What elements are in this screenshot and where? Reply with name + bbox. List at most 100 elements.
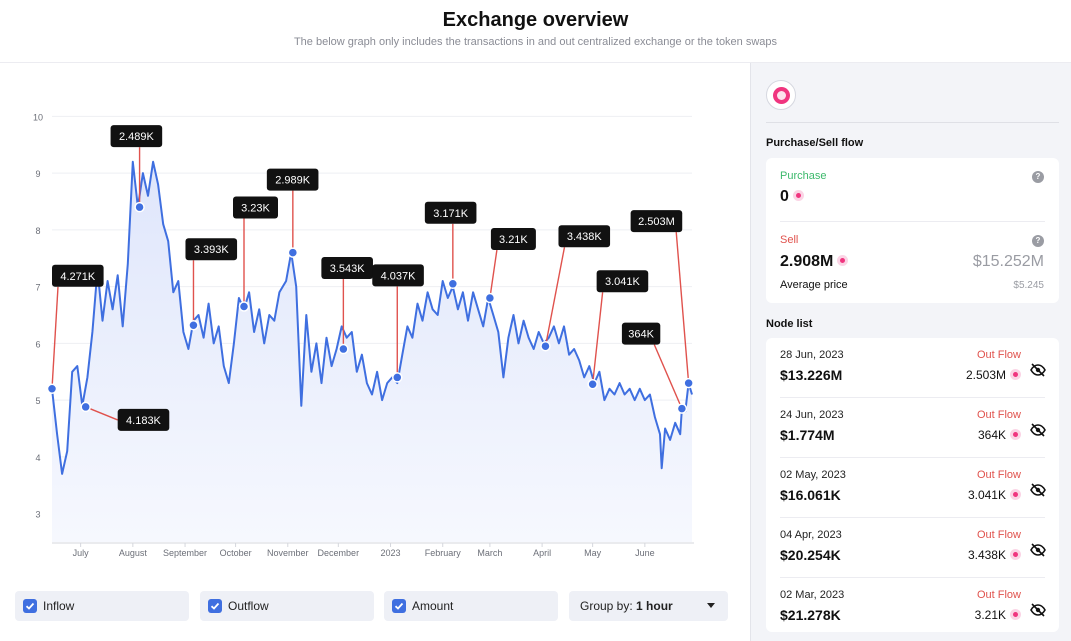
node-date: 02 May, 2023	[780, 469, 846, 481]
annotation-label: 3.393K	[194, 244, 230, 256]
annotation-box	[266, 168, 319, 191]
annotation-label: 3.438K	[567, 231, 603, 243]
group-by-label: Group by: 1 hour	[580, 599, 673, 613]
token-icon	[1010, 489, 1021, 501]
y-tick-label: 5	[35, 396, 40, 406]
amount-checkbox[interactable]	[392, 599, 406, 613]
sell-value: 2.908M	[780, 253, 849, 271]
annotation-leader	[653, 344, 683, 409]
annotation-box	[185, 238, 238, 261]
flow-title: Purchase/Sell flow	[766, 137, 864, 149]
sell-usd: $15.252M	[972, 253, 1044, 270]
annotation-box	[52, 264, 104, 287]
annotation-point	[392, 372, 403, 383]
price-chart[interactable]: 3 4 5 6 7 8 9 10 July August September October Novem…	[0, 63, 750, 583]
annotation-point	[676, 403, 688, 414]
group-by-select[interactable]: Group by: 1 hour	[569, 591, 728, 621]
check-icon	[394, 602, 404, 610]
annotation-point	[134, 201, 145, 213]
chevron-down-icon[interactable]	[707, 603, 715, 608]
y-tick-label: 4	[35, 453, 40, 463]
x-tick-label: July	[73, 548, 90, 558]
x-tick-label: 2023	[381, 548, 401, 558]
x-tick-label: June	[635, 548, 655, 558]
purchase-value: 0	[780, 188, 804, 206]
annotation-point	[46, 383, 58, 395]
node-item[interactable]: 02 May, 2023 Out Flow $16.061K 3.041K	[766, 458, 1059, 518]
node-item[interactable]: 04 Apr, 2023 Out Flow $20.254K 3.438K	[766, 518, 1059, 578]
divider	[780, 221, 1045, 222]
chart-area: 3 4 5 6 7 8 9 10 July August September October Novem…	[0, 63, 750, 641]
price-line	[51, 160, 693, 475]
annotation-label: 2.989K	[275, 175, 311, 187]
y-tick-label: 9	[35, 169, 40, 179]
node-usd: $20.254K	[780, 547, 841, 563]
annotation-box	[558, 225, 611, 248]
help-icon[interactable]: ?	[1032, 235, 1044, 247]
sidebar: Purchase/Sell flow Purchase ? 0 Sell ? 2…	[750, 63, 1071, 641]
inflow-toggle[interactable]: Inflow	[15, 591, 189, 621]
annotation-leader	[591, 292, 604, 385]
average-price-value: $5.245	[1013, 280, 1044, 291]
annotation-box	[321, 257, 373, 280]
node-list[interactable]: 28 Jun, 2023 Out Flow $13.226M 2.503M 24…	[766, 338, 1059, 632]
purchase-label: Purchase	[780, 170, 827, 182]
page-subtitle: The below graph only includes the transa…	[293, 36, 778, 48]
help-icon[interactable]: ?	[1032, 171, 1044, 183]
annotation-label: 4.037K	[381, 270, 417, 282]
flow-card: Purchase ? 0 Sell ? 2.908M $15.252M Aver…	[766, 158, 1059, 303]
annotation-leader	[85, 406, 118, 421]
outflow-checkbox[interactable]	[208, 599, 222, 613]
annotation-label: 3.23K	[241, 202, 270, 214]
divider	[780, 397, 1045, 398]
divider	[780, 457, 1045, 458]
annotation-label: 3.21K	[499, 234, 528, 246]
annotation-box	[621, 322, 661, 345]
node-amount: 2.503M	[966, 368, 1021, 382]
y-tick-label: 8	[35, 226, 40, 236]
chart-controls: Inflow Outflow Amount Group by: 1 hour	[0, 591, 750, 631]
node-usd: $1.774M	[780, 427, 835, 443]
x-tick-label: March	[477, 548, 502, 558]
annotation-point	[484, 292, 496, 304]
outflow-toggle[interactable]: Outflow	[200, 591, 374, 621]
y-tick-label: 6	[35, 339, 40, 349]
average-price-label: Average price	[780, 279, 848, 291]
annotation-box	[117, 408, 170, 431]
eye-off-icon[interactable]	[1030, 423, 1046, 437]
annotation-box	[110, 125, 163, 148]
node-amount: 3.438K	[968, 548, 1021, 562]
annotation-label: 2.503M	[638, 216, 675, 228]
node-item[interactable]: 28 Jun, 2023 Out Flow $13.226M 2.503M	[766, 338, 1059, 398]
annotation-label: 3.041K	[605, 276, 641, 288]
annotation-point	[80, 401, 91, 413]
annotation-point	[338, 343, 349, 355]
node-date: 02 Mar, 2023	[780, 589, 845, 601]
node-flow: Out Flow	[976, 409, 1021, 421]
token-logo-icon	[766, 80, 796, 110]
annotation-point	[587, 378, 598, 390]
x-tick-label: February	[425, 548, 462, 558]
node-flow: Out Flow	[976, 529, 1021, 541]
annotation-leader	[489, 249, 498, 299]
node-item[interactable]: 24 Jun, 2023 Out Flow $1.774M 364K	[766, 398, 1059, 458]
annotation-point	[447, 278, 459, 290]
check-icon	[210, 602, 220, 610]
x-tick-label: August	[119, 548, 148, 558]
node-flow: Out Flow	[976, 469, 1021, 481]
amount-toggle[interactable]: Amount	[384, 591, 558, 621]
eye-off-icon[interactable]	[1030, 363, 1046, 377]
eye-off-icon[interactable]	[1030, 603, 1046, 617]
annotation-point	[683, 377, 694, 389]
eye-off-icon[interactable]	[1030, 483, 1046, 497]
node-amount: 364K	[978, 428, 1021, 442]
y-tick-label: 7	[35, 283, 40, 293]
x-tick-label: October	[220, 548, 252, 558]
y-tick-label: 3	[35, 510, 40, 520]
node-item[interactable]: 02 Mar, 2023 Out Flow $21.278K 3.21K	[766, 578, 1059, 632]
annotation-point	[287, 247, 299, 258]
x-tick-label: April	[533, 548, 551, 558]
eye-off-icon[interactable]	[1030, 543, 1046, 557]
inflow-checkbox[interactable]	[23, 599, 37, 613]
page-header: Exchange overview The below graph only i…	[0, 0, 1071, 63]
